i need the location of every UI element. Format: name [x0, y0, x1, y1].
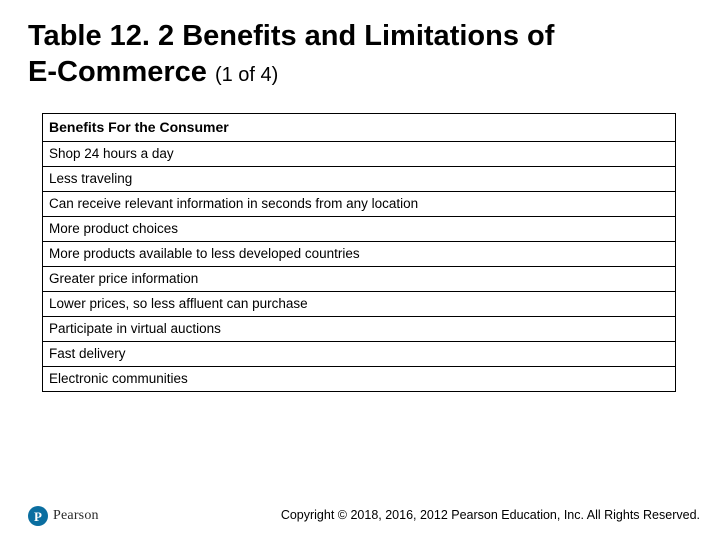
table-cell: More products available to less develope…: [43, 241, 676, 266]
title-line-1: Table 12. 2 Benefits and Limitations of: [28, 18, 692, 54]
table-row: Can receive relevant information in seco…: [43, 191, 676, 216]
table-cell: Lower prices, so less affluent can purch…: [43, 291, 676, 316]
table-row: Greater price information: [43, 266, 676, 291]
table-cell: Can receive relevant information in seco…: [43, 191, 676, 216]
pearson-logo: P Pearson: [28, 506, 99, 526]
table-row: Fast delivery: [43, 341, 676, 366]
table-row: Electronic communities: [43, 366, 676, 391]
table-cell: More product choices: [43, 216, 676, 241]
table-header-cell: Benefits For the Consumer: [43, 113, 676, 141]
copyright-text: Copyright © 2018, 2016, 2012 Pearson Edu…: [281, 508, 700, 522]
table-cell: Greater price information: [43, 266, 676, 291]
pearson-logo-text: Pearson: [53, 508, 99, 524]
logo-letter: P: [34, 510, 42, 523]
slide-title: Table 12. 2 Benefits and Limitations of …: [28, 18, 692, 91]
table-row: More products available to less develope…: [43, 241, 676, 266]
table-cell: Electronic communities: [43, 366, 676, 391]
title-main: E-Commerce: [28, 56, 207, 88]
page-indicator: (1 of 4): [215, 64, 278, 86]
table-cell: Fast delivery: [43, 341, 676, 366]
slide: Table 12. 2 Benefits and Limitations of …: [0, 0, 720, 540]
table-cell: Less traveling: [43, 166, 676, 191]
table-row: More product choices: [43, 216, 676, 241]
table-cell: Participate in virtual auctions: [43, 316, 676, 341]
table-body: Shop 24 hours a day Less traveling Can r…: [43, 141, 676, 391]
title-line-2: E-Commerce (1 of 4): [28, 54, 692, 90]
pearson-logo-icon: P: [28, 506, 48, 526]
table-row: Participate in virtual auctions: [43, 316, 676, 341]
table-header-row: Benefits For the Consumer: [43, 113, 676, 141]
table-cell: Shop 24 hours a day: [43, 141, 676, 166]
table-row: Less traveling: [43, 166, 676, 191]
table-row: Shop 24 hours a day: [43, 141, 676, 166]
benefits-table: Benefits For the Consumer Shop 24 hours …: [42, 113, 676, 392]
table-row: Lower prices, so less affluent can purch…: [43, 291, 676, 316]
